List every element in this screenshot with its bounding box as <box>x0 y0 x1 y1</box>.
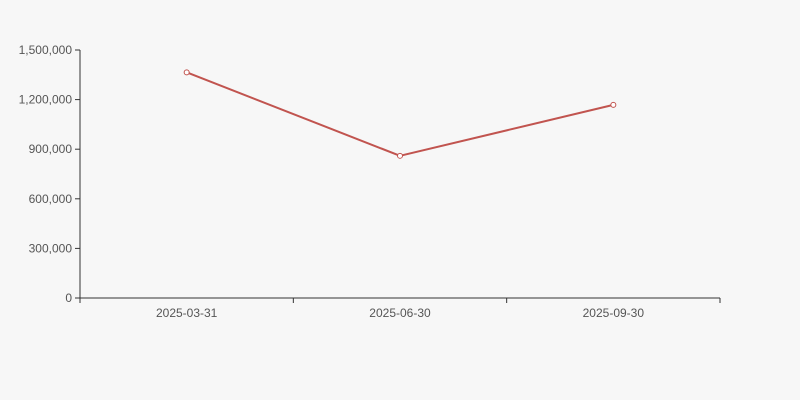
y-axis-tick-label: 300,000 <box>29 241 73 255</box>
x-axis-tick-label: 2025-09-30 <box>583 306 645 320</box>
data-point-marker <box>183 69 190 76</box>
data-point-marker <box>397 152 403 159</box>
y-axis-tick-label: 0 <box>65 291 72 305</box>
x-axis-tick-label: 2025-06-30 <box>369 306 431 320</box>
data-point-marker <box>610 101 617 108</box>
y-axis-tick-label: 1,200,000 <box>19 93 73 107</box>
series-line <box>185 71 615 157</box>
y-axis-tick-label: 1,500,000 <box>19 43 73 57</box>
y-axis-tick-label: 900,000 <box>29 142 73 156</box>
y-axis-tick-label: 600,000 <box>29 192 73 206</box>
x-axis-tick-label: 2025-03-31 <box>156 306 218 320</box>
